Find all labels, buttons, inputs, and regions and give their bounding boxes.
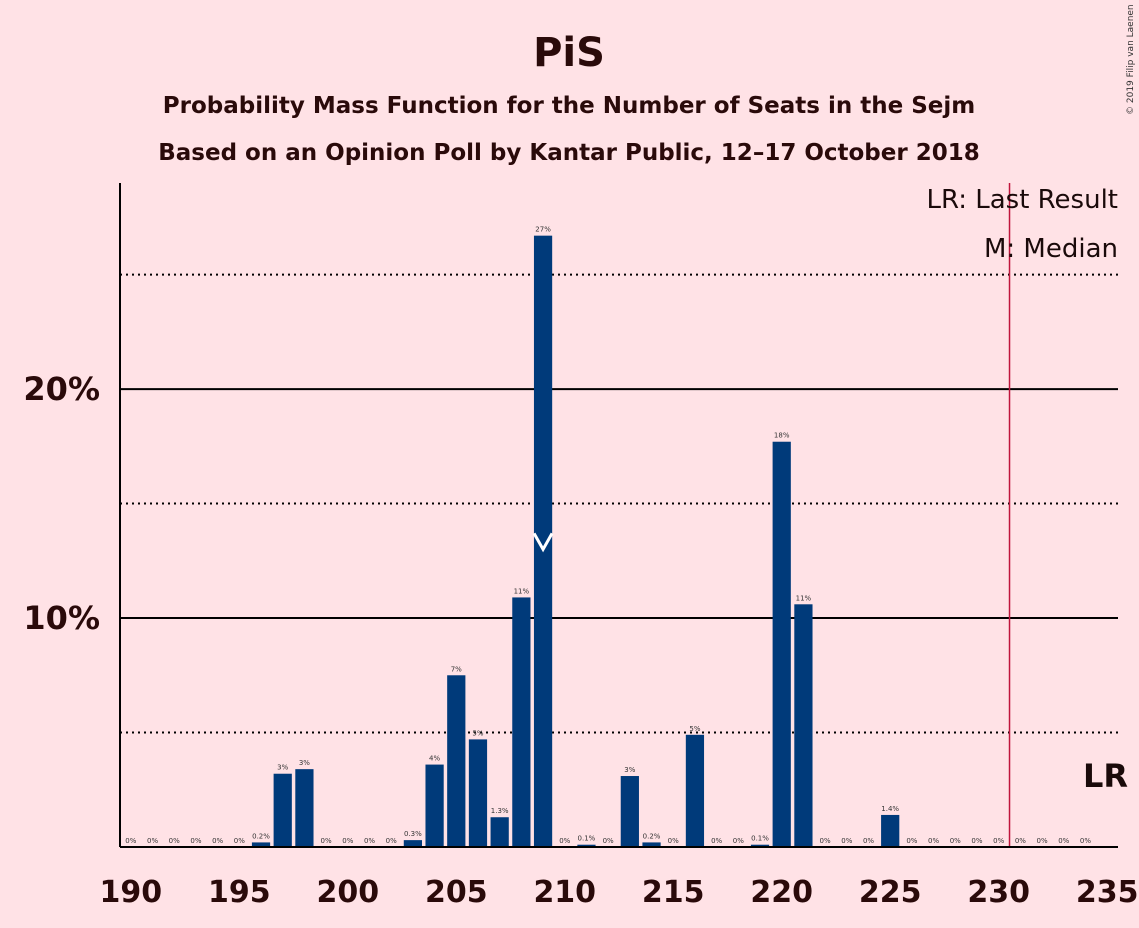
x-tick-label: 200	[316, 875, 379, 910]
bar	[794, 604, 813, 847]
data-label: 0%	[603, 837, 614, 845]
data-label: 0%	[321, 837, 332, 845]
data-label: 18%	[774, 432, 790, 440]
data-label: 0%	[1015, 837, 1026, 845]
data-label: 0%	[928, 837, 939, 845]
median-marker	[532, 532, 554, 553]
data-label: 0%	[559, 837, 570, 845]
data-label: 0%	[386, 837, 397, 845]
chart-subtitle-1: Probability Mass Function for the Number…	[163, 93, 975, 119]
bar	[490, 817, 509, 847]
data-label: 0%	[733, 837, 744, 845]
x-tick-label: 220	[750, 875, 813, 910]
y-tick-label: 10%	[23, 599, 100, 637]
bar	[642, 842, 661, 847]
data-label: 27%	[535, 226, 551, 234]
data-label: 11%	[514, 587, 530, 595]
last-result-marker: LR	[1083, 757, 1128, 795]
data-label: 0%	[841, 837, 852, 845]
y-tick-label: 20%	[23, 370, 100, 408]
x-tick-label: 225	[859, 875, 922, 910]
data-label: 5%	[689, 725, 700, 733]
bar	[273, 773, 292, 847]
data-label: 4%	[429, 755, 440, 763]
x-tick-label: 190	[100, 875, 163, 910]
data-label: 0%	[863, 837, 874, 845]
bar	[881, 814, 900, 847]
bar	[425, 764, 444, 847]
data-label: 0%	[342, 837, 353, 845]
axis-layer: 10% 20% LR 190 195 200 205 210 215 220 225 230 235	[23, 183, 1138, 910]
data-label: 0%	[234, 837, 245, 845]
data-label: 0%	[1058, 837, 1069, 845]
x-tick-label: 215	[642, 875, 705, 910]
bar	[533, 235, 553, 848]
bar	[295, 769, 314, 847]
data-label: 11%	[796, 594, 812, 602]
data-label: 0.2%	[643, 832, 661, 840]
bar	[251, 842, 271, 847]
copyright-text: © 2019 Filip van Laenen	[1126, 4, 1136, 115]
data-label: 1.4%	[881, 805, 899, 813]
bar	[620, 776, 639, 847]
data-label: 0%	[906, 837, 917, 845]
bar	[468, 739, 488, 847]
data-label: 0%	[820, 837, 831, 845]
legend-median: M: Median	[984, 234, 1118, 264]
data-label: 0%	[147, 837, 158, 845]
x-tick-label: 230	[967, 875, 1030, 910]
bar	[772, 441, 791, 847]
data-label: 0%	[711, 837, 722, 845]
bar-layer	[251, 235, 900, 848]
data-label: 3%	[277, 764, 288, 772]
data-label: 1.3%	[491, 807, 509, 815]
data-label: 0%	[364, 837, 375, 845]
grid-layer	[120, 183, 1118, 847]
data-label: 0%	[190, 837, 201, 845]
x-tick-label: 205	[425, 875, 488, 910]
data-label: 0%	[169, 837, 180, 845]
data-label: 0.1%	[578, 835, 596, 843]
data-label: 0%	[971, 837, 982, 845]
data-label: 0.3%	[404, 830, 422, 838]
x-tick-label: 235	[1076, 875, 1139, 910]
data-label: 0%	[125, 837, 136, 845]
data-label: 3%	[299, 759, 310, 767]
data-label-layer: 0% 0% 0% 0% 0% 0% 0.2% 3% 3% 0% 0% 0% 0% 0.3% 4% 7% 5% 1.…	[125, 226, 1091, 845]
data-label: 3%	[624, 766, 635, 774]
x-tick-label: 210	[533, 875, 596, 910]
bar	[403, 840, 423, 847]
data-label: 0%	[950, 837, 961, 845]
data-label: 5%	[472, 729, 483, 737]
bar	[750, 844, 770, 847]
data-label: 0%	[1037, 837, 1048, 845]
bar	[577, 844, 596, 847]
data-label: 0.1%	[751, 835, 769, 843]
data-label: 0%	[212, 837, 223, 845]
bar	[685, 734, 705, 847]
bar	[512, 597, 531, 847]
legend-last-result: LR: Last Result	[926, 185, 1118, 215]
bar	[447, 675, 466, 847]
data-label: 0%	[668, 837, 679, 845]
data-label: 0%	[1080, 837, 1091, 845]
chart-subtitle-2: Based on an Opinion Poll by Kantar Publi…	[158, 140, 980, 166]
data-label: 7%	[451, 665, 462, 673]
chart-title: PiS	[533, 30, 605, 76]
x-tick-label: 195	[208, 875, 271, 910]
data-label: 0.2%	[252, 832, 270, 840]
data-label: 0%	[993, 837, 1004, 845]
